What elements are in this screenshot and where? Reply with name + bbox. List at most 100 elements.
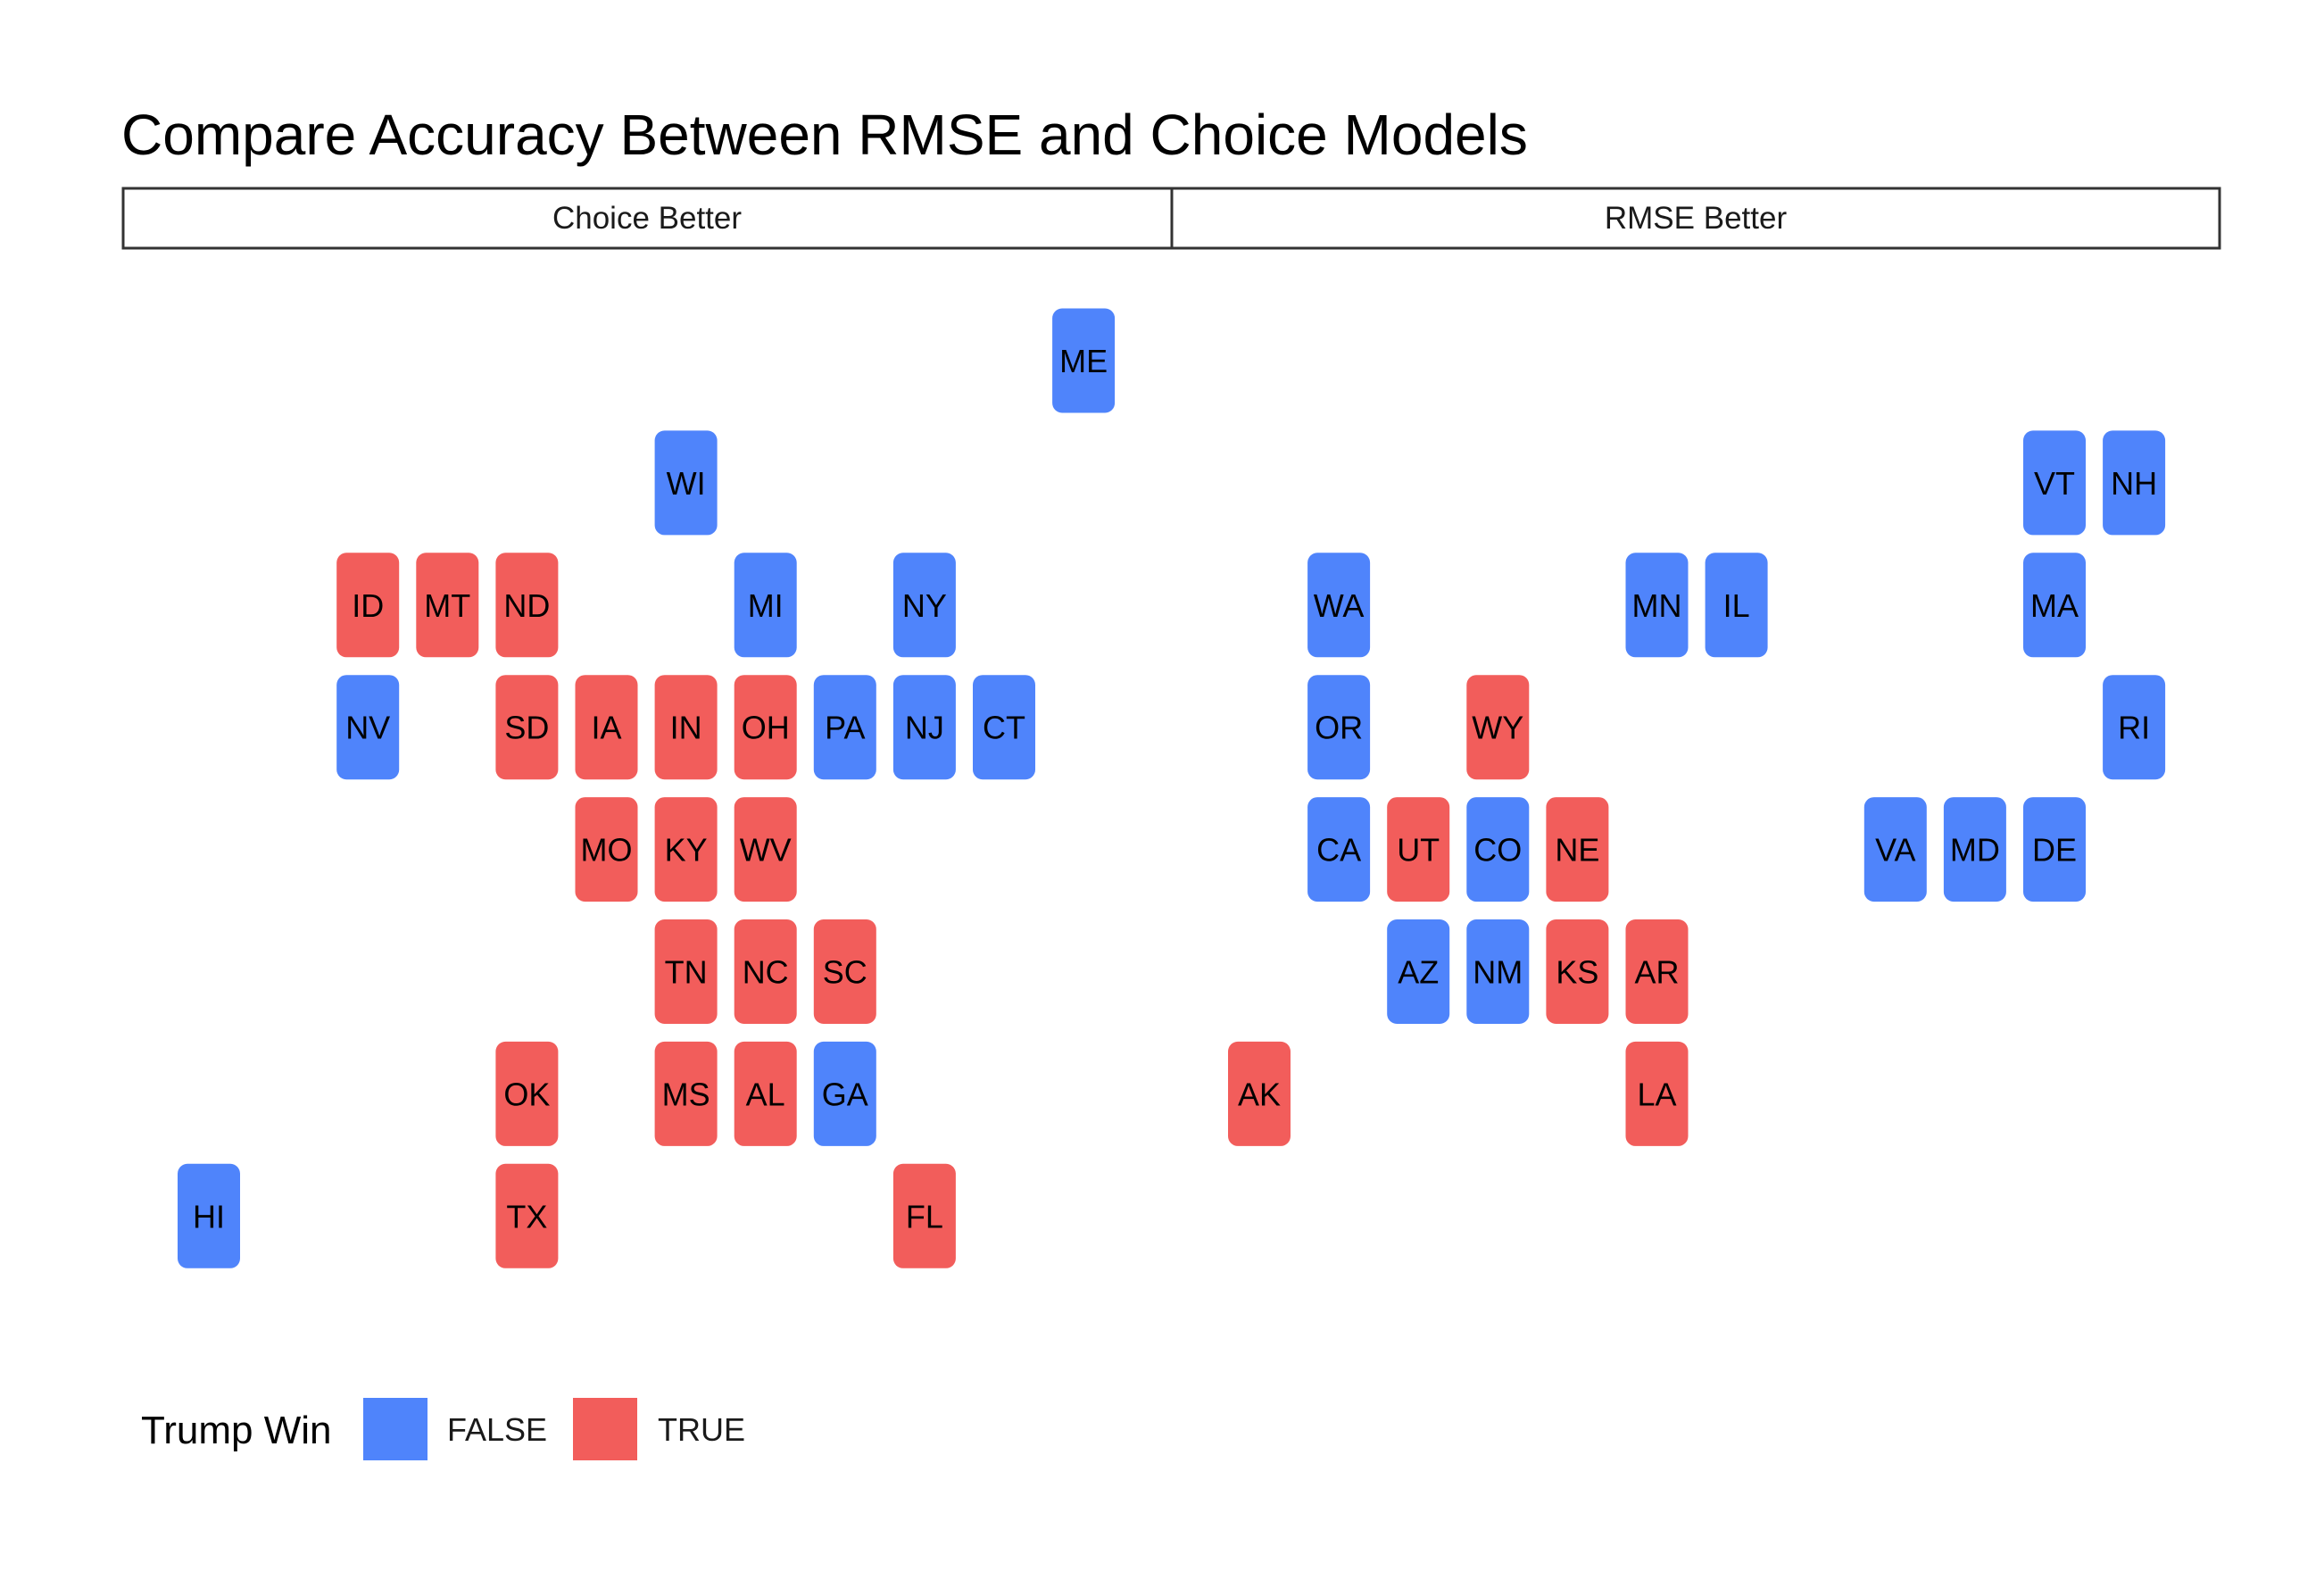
tile-nh: NH (2103, 430, 2166, 536)
tile-md: MD (1943, 797, 2006, 902)
tile-box-nh (2103, 430, 2166, 536)
tile-nd: ND (495, 553, 559, 658)
tile-box-ca (1307, 797, 1371, 902)
facet-strip-rmse-better: RMSE Better (1170, 187, 2221, 250)
tile-label-fl: FL (906, 1198, 943, 1235)
tile-label-tx: TX (506, 1198, 547, 1235)
tile-box-mt (416, 553, 479, 658)
tile-box-la (1625, 1041, 1689, 1146)
tile-ky: KY (654, 797, 718, 902)
tile-label-me: ME (1059, 343, 1108, 379)
tile-label-nj: NJ (905, 710, 944, 746)
tile-box-ne (1546, 797, 1609, 902)
tile-mt: MT (416, 553, 479, 658)
tile-box-hi (178, 1163, 240, 1268)
tile-box-pa (813, 675, 876, 780)
tile-wi: WI (654, 430, 718, 536)
facet-strip-box (121, 187, 1174, 250)
tile-box-wy (1466, 675, 1530, 780)
tile-label-nm: NM (1473, 954, 1523, 991)
tile-label-wi: WI (667, 465, 706, 502)
tile-vt: VT (2023, 430, 2086, 536)
tile-va: VA (1863, 797, 1927, 902)
tile-box-wa (1307, 553, 1371, 658)
tile-box-mo (575, 797, 638, 902)
tile-label-az: AZ (1398, 954, 1439, 991)
tile-box-nj (892, 675, 956, 780)
tile-label-mt: MT (424, 587, 470, 624)
tile-mn: MN (1625, 553, 1689, 658)
tile-label-de: DE (2032, 832, 2077, 869)
tile-ny: NY (892, 553, 956, 658)
tile-me: ME (1052, 308, 1116, 413)
tile-ia: IA (575, 675, 638, 780)
tile-box-co (1466, 797, 1530, 902)
tile-label-md: MD (1950, 832, 2000, 869)
tile-label-mn: MN (1632, 587, 1682, 624)
tile-label-nh: NH (2111, 465, 2157, 502)
tile-box-ky (654, 797, 718, 902)
facet-label-rmse-better: RMSE Better (1605, 201, 1788, 236)
tile-label-ca: CA (1316, 832, 1361, 869)
tile-label-mi: MI (748, 587, 784, 624)
tile-label-la: LA (1637, 1076, 1676, 1112)
tile-label-ar: AR (1634, 954, 1679, 991)
legend-swatch-true (573, 1398, 637, 1460)
tile-label-ri: RI (2118, 710, 2150, 746)
tile-label-wa: WA (1314, 587, 1365, 624)
tile-box-tx (495, 1163, 559, 1268)
tile-label-il: IL (1723, 587, 1750, 624)
tile-label-ks: KS (1556, 954, 1598, 991)
tile-box-al (734, 1041, 797, 1146)
tile-box-mi (734, 553, 797, 658)
tile-box-mn (1625, 553, 1689, 658)
tile-de: DE (2023, 797, 2086, 902)
tile-hi: HI (178, 1163, 240, 1268)
tile-label-oh: OH (742, 710, 790, 746)
tile-box-ks (1546, 919, 1609, 1024)
tile-label-in: IN (670, 710, 702, 746)
tile-fl: FL (892, 1163, 956, 1268)
tile-box-me (1052, 308, 1116, 413)
tile-box-vt (2023, 430, 2086, 536)
tile-ms: MS (654, 1041, 718, 1146)
facet-strip-box (1170, 187, 2221, 250)
tile-box-nm (1466, 919, 1530, 1024)
tile-box-de (2023, 797, 2086, 902)
tile-mo: MO (575, 797, 638, 902)
tile-wy: WY (1466, 675, 1530, 780)
tile-al: AL (734, 1041, 797, 1146)
tile-id: ID (336, 553, 400, 658)
tile-ma: MA (2023, 553, 2086, 658)
tile-label-ms: MS (662, 1076, 710, 1112)
tile-ok: OK (495, 1041, 559, 1146)
tile-nc: NC (734, 919, 797, 1024)
tile-az: AZ (1387, 919, 1450, 1024)
tile-ne: NE (1546, 797, 1609, 902)
tile-label-al: AL (746, 1076, 785, 1112)
tile-box-ok (495, 1041, 559, 1146)
tile-box-sd (495, 675, 559, 780)
facet-panel-choice-better: ME WI ID MT ND MI NY NV SD IA IN OH PA NJ CT MO KY WV TN NC… (178, 308, 1116, 1268)
tile-sc: SC (813, 919, 876, 1024)
tile-label-ia: IA (591, 710, 621, 746)
tile-tn: TN (654, 919, 718, 1024)
tile-label-co: CO (1473, 832, 1522, 869)
tile-box-oh (734, 675, 797, 780)
tile-box-wi (654, 430, 718, 536)
tile-box-ut (1387, 797, 1450, 902)
tile-label-tn: TN (665, 954, 708, 991)
tile-box-sc (813, 919, 876, 1024)
tile-box-ct (973, 675, 1035, 780)
tile-box-nd (495, 553, 559, 658)
tile-label-nd: ND (503, 587, 550, 624)
tile-sd: SD (495, 675, 559, 780)
tile-box-il (1705, 553, 1768, 658)
tile-wa: WA (1307, 553, 1371, 658)
legend-title: Trump Win (141, 1409, 332, 1452)
tile-label-vt: VT (2034, 465, 2075, 502)
tile-box-tn (654, 919, 718, 1024)
tile-label-wy: WY (1472, 710, 1523, 746)
tile-wv: WV (734, 797, 797, 902)
